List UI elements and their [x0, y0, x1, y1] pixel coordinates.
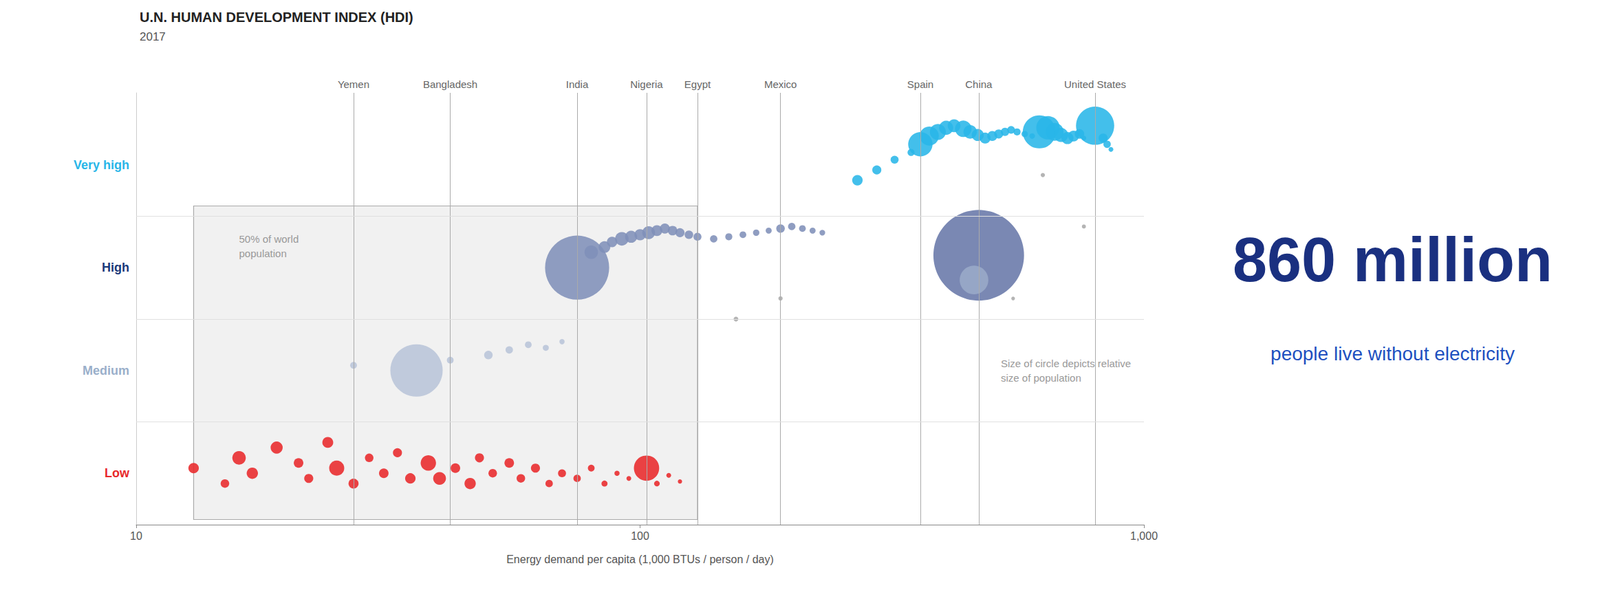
- svg-text:High: High: [101, 260, 130, 275]
- svg-text:Spain: Spain: [907, 78, 934, 91]
- svg-text:Very high: Very high: [73, 158, 130, 172]
- svg-text:Size of circle depicts relativ: Size of circle depicts relative: [1000, 357, 1131, 370]
- svg-text:U.N. HUMAN DEVELOPMENT INDEX (: U.N. HUMAN DEVELOPMENT INDEX (HDI): [139, 9, 414, 25]
- svg-text:people live without electricit: people live without electricity: [1270, 343, 1515, 365]
- svg-text:Energy demand per capita (1,00: Energy demand per capita (1,000 BTUs / p…: [506, 553, 774, 566]
- svg-text:India: India: [566, 78, 589, 91]
- svg-text:860 million: 860 million: [1232, 225, 1553, 295]
- svg-text:population: population: [239, 247, 287, 260]
- svg-text:Yemen: Yemen: [337, 78, 370, 91]
- svg-text:1,000: 1,000: [1130, 530, 1158, 543]
- svg-text:Bangladesh: Bangladesh: [423, 78, 478, 91]
- svg-text:Low: Low: [104, 466, 131, 481]
- svg-text:Mexico: Mexico: [764, 78, 798, 91]
- svg-text:100: 100: [630, 530, 650, 543]
- svg-text:2017: 2017: [139, 30, 166, 44]
- svg-text:Egypt: Egypt: [684, 78, 712, 91]
- svg-text:10: 10: [130, 530, 143, 543]
- svg-text:Medium: Medium: [82, 363, 130, 378]
- svg-text:United States: United States: [1064, 78, 1127, 91]
- svg-text:size of population: size of population: [1000, 372, 1082, 384]
- svg-text:Nigeria: Nigeria: [630, 78, 664, 91]
- svg-text:50% of world: 50% of world: [239, 233, 300, 245]
- svg-text:China: China: [965, 78, 993, 91]
